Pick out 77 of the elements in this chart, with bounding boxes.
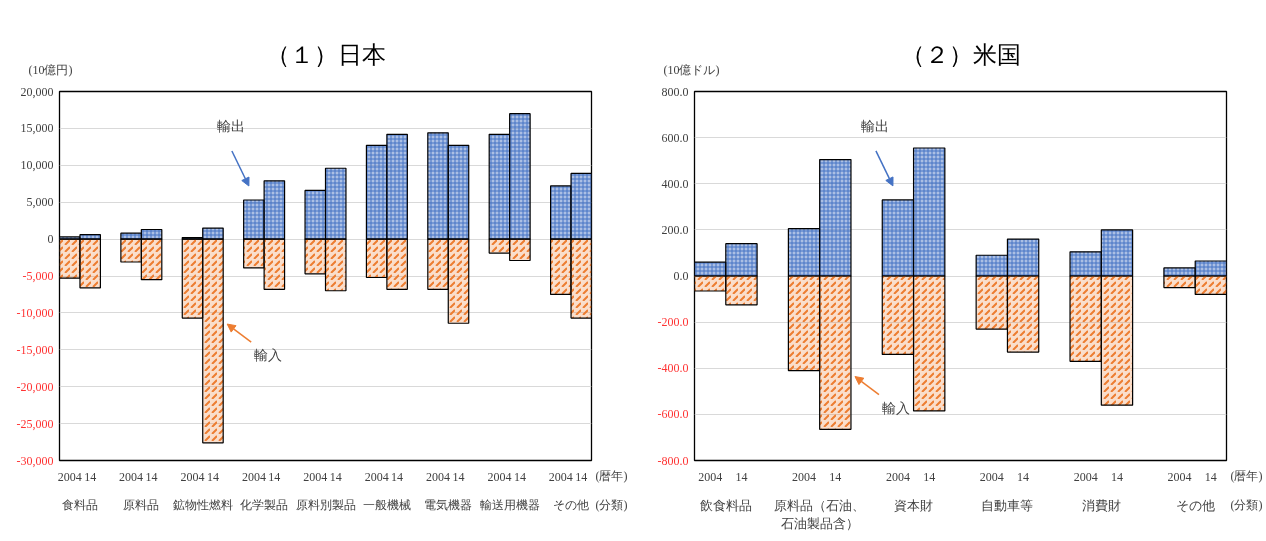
x-tick-label: 14: [84, 469, 97, 484]
x-tick-label: 14: [452, 469, 465, 484]
text: 鉱物性燃料: [172, 497, 233, 512]
text: 原料別製品: [295, 497, 356, 512]
text: 原料品: [123, 497, 160, 512]
text: 電気機器: [424, 497, 473, 512]
x-tick-label: 2004: [180, 469, 205, 484]
x-tick-label: 14: [735, 469, 748, 484]
x-tick-label: 2004: [426, 469, 451, 484]
x-tick-label: 14: [268, 469, 281, 484]
text: 原料品（石油、石油製品含）: [774, 497, 866, 532]
x-tick-label: 2004: [57, 469, 82, 484]
text: 化学製品: [240, 497, 289, 512]
text: 一般機械: [362, 497, 411, 512]
x-tick-label: 14: [513, 469, 526, 484]
x-tick-label: 14: [329, 469, 342, 484]
y-tick-label: 5,000: [26, 195, 54, 210]
y-tick-label: -600.0: [657, 407, 689, 422]
x-tick-label: 2004: [303, 469, 328, 484]
x-tick-label: 14: [829, 469, 842, 484]
x-tick-label: 14: [923, 469, 936, 484]
text: その他: [553, 497, 590, 512]
y-tick-label: -10,000: [16, 305, 54, 320]
x-axis-title: (暦年): [1230, 468, 1263, 483]
chart-title: （２）米国: [900, 40, 1021, 69]
x-tick-label: 2004: [119, 469, 144, 484]
text: (分類): [595, 497, 628, 512]
y-tick-label: 10,000: [20, 158, 54, 173]
text: 輸出: [216, 117, 245, 134]
y-tick-label: -400.0: [657, 361, 689, 376]
text: 輸送用機器: [479, 497, 540, 512]
y-tick-label: 15,000: [20, 121, 54, 136]
y-axis-title: (10億ドル): [663, 62, 720, 77]
chart-title: （１）日本: [265, 40, 386, 69]
y-tick-label: 200.0: [661, 222, 689, 237]
series-label: 輸出: [860, 117, 889, 134]
y-tick-label: -20,000: [16, 379, 54, 394]
x-tick-label: 14: [1017, 469, 1030, 484]
x-tick-label: 14: [145, 469, 158, 484]
y-tick-label: 800.0: [661, 84, 689, 99]
x-tick-label: 2004: [364, 469, 389, 484]
y-tick-label: -15,000: [16, 342, 54, 357]
x-tick-label: 2004: [1073, 469, 1098, 484]
y-tick-label: -25,000: [16, 416, 54, 431]
x-tick-label: 14: [1110, 469, 1123, 484]
text: (分類): [1230, 497, 1263, 512]
y-tick-label: 0: [47, 232, 54, 247]
x-tick-label: 2004: [1167, 469, 1192, 484]
x-tick-label: 14: [1204, 469, 1217, 484]
text: その他: [1175, 497, 1215, 513]
x-tick-label: 14: [206, 469, 219, 484]
y-tick-label: -30,000: [16, 453, 54, 468]
text: 食料品: [61, 497, 98, 512]
x-tick-label: 14: [575, 469, 588, 484]
series-label: 輸入: [881, 399, 910, 416]
x-tick-label: 2004: [979, 469, 1004, 484]
y-axis-title: (10億円): [28, 62, 73, 77]
text: 輸入: [254, 347, 283, 364]
x-tick-label: 14: [391, 469, 404, 484]
y-tick-label: 20,000: [20, 84, 54, 99]
y-tick-label: -200.0: [657, 315, 689, 330]
x-tick-label: 2004: [698, 469, 723, 484]
x-axis-title: (暦年): [595, 468, 628, 483]
text: 飲食料品: [699, 497, 752, 513]
x-tick-label: 2004: [792, 469, 817, 484]
x-tick-label: 2004: [487, 469, 512, 484]
text: 消費財: [1081, 497, 1121, 513]
y-tick-label: 600.0: [661, 130, 689, 145]
y-tick-label: -800.0: [657, 453, 689, 468]
text: 資本財: [894, 497, 934, 513]
x-tick-label: 2004: [241, 469, 266, 484]
x-tick-label: 2004: [885, 469, 910, 484]
y-tick-label: -5,000: [22, 269, 54, 283]
y-tick-label: 0.0: [673, 269, 689, 283]
x-tick-label: 2004: [548, 469, 573, 484]
text: 自動車等: [981, 497, 1034, 513]
y-tick-label: 400.0: [661, 176, 689, 191]
